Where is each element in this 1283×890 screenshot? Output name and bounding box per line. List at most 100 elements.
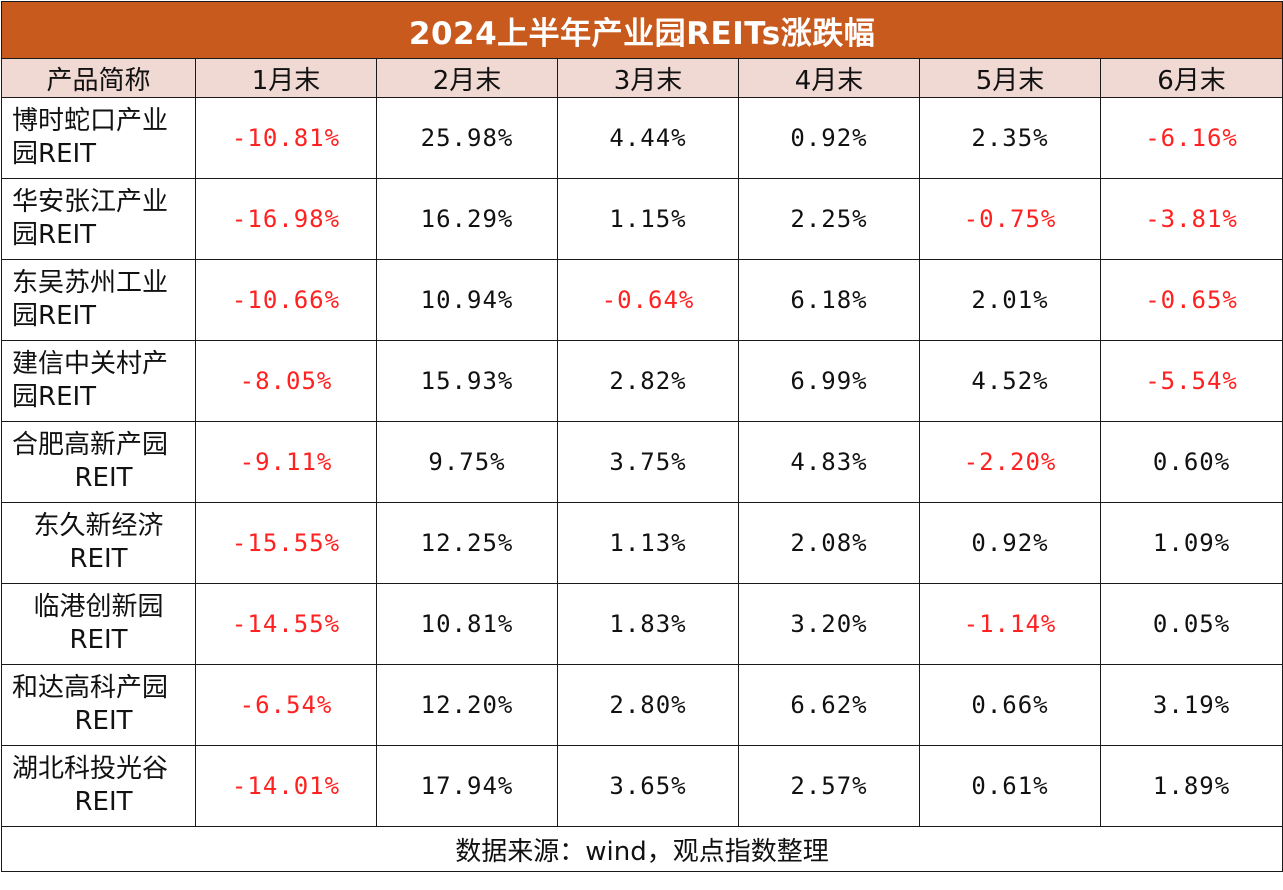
value-cell: -9.11% bbox=[195, 421, 377, 503]
product-name-cell: 东吴苏州工业 园REIT bbox=[1, 259, 196, 341]
product-name-line2: REIT bbox=[74, 706, 133, 736]
reits-performance-table: 2024上半年产业园REITs涨跌幅 产品简称 1月末 2月末 3月末 4月末 … bbox=[0, 1, 1283, 872]
value-cell: 6.18% bbox=[738, 259, 920, 341]
table-row: 合肥高新产园 REIT -9.11% 9.75% 3.75% 4.83% -2.20% 0.6… bbox=[1, 421, 1283, 503]
product-name-line2: REIT bbox=[69, 544, 128, 574]
value-cell: -14.55% bbox=[195, 583, 377, 665]
product-name-cell: 博时蛇口产业 园REIT bbox=[1, 97, 196, 179]
value-cell: -0.75% bbox=[919, 178, 1101, 260]
value-cell: 0.60% bbox=[1099, 421, 1283, 503]
value-cell: 15.93% bbox=[376, 340, 558, 422]
value-cell: 0.66% bbox=[919, 664, 1101, 746]
table-row: 湖北科投光谷 REIT -14.01% 17.94% 3.65% 2.57% 0.61% 1.… bbox=[1, 745, 1283, 827]
value-cell: 4.44% bbox=[557, 97, 739, 179]
table-row: 东久新经济 REIT -15.55% 12.25% 1.13% 2.08% 0.92% 1.0… bbox=[1, 502, 1283, 584]
product-name-cell: 和达高科产园 REIT bbox=[1, 664, 196, 746]
value-cell: -16.98% bbox=[195, 178, 377, 260]
header-cell-apr: 4月末 bbox=[738, 58, 920, 98]
value-cell: 2.01% bbox=[919, 259, 1101, 341]
value-cell: 2.08% bbox=[738, 502, 920, 584]
header-cell-may: 5月末 bbox=[919, 58, 1101, 98]
product-name-line1: 合肥高新产园 bbox=[12, 430, 169, 460]
value-cell: 17.94% bbox=[376, 745, 558, 827]
value-cell: 3.65% bbox=[557, 745, 739, 827]
value-cell: -10.81% bbox=[195, 97, 377, 179]
table-row: 和达高科产园 REIT -6.54% 12.20% 2.80% 6.62% 0.66% 3.1… bbox=[1, 664, 1283, 746]
table-row: 博时蛇口产业 园REIT -10.81% 25.98% 4.44% 0.92% 2.35% -… bbox=[1, 97, 1283, 179]
product-name-cell: 建信中关村产 园REIT bbox=[1, 340, 196, 422]
value-cell: 1.83% bbox=[557, 583, 739, 665]
value-cell: -14.01% bbox=[195, 745, 377, 827]
value-cell: -10.66% bbox=[195, 259, 377, 341]
product-name-line1: 华安张江产业 bbox=[12, 187, 169, 217]
value-cell: 10.94% bbox=[376, 259, 558, 341]
value-cell: 1.89% bbox=[1099, 745, 1283, 827]
value-cell: 2.35% bbox=[919, 97, 1101, 179]
value-cell: -2.20% bbox=[919, 421, 1101, 503]
table-row: 东吴苏州工业 园REIT -10.66% 10.94% -0.64% 6.18% 2.01%… bbox=[1, 259, 1283, 341]
value-cell: 10.81% bbox=[376, 583, 558, 665]
value-cell: 4.52% bbox=[919, 340, 1101, 422]
product-name-line1: 湖北科投光谷 bbox=[12, 754, 169, 784]
table-row: 临港创新园 REIT -14.55% 10.81% 1.83% 3.20% -1.14% 0.… bbox=[1, 583, 1283, 665]
value-cell: 12.20% bbox=[376, 664, 558, 746]
value-cell: 1.13% bbox=[557, 502, 739, 584]
product-name-cell: 合肥高新产园 REIT bbox=[1, 421, 196, 503]
product-name-line2: 园REIT bbox=[12, 301, 97, 331]
product-name-cell: 临港创新园 REIT bbox=[1, 583, 196, 665]
value-cell: 0.05% bbox=[1099, 583, 1283, 665]
source-note: 数据来源：wind，观点指数整理 bbox=[0, 826, 1283, 872]
table-title: 2024上半年产业园REITs涨跌幅 bbox=[0, 1, 1283, 59]
value-cell: -3.81% bbox=[1099, 178, 1283, 260]
product-name-cell: 华安张江产业 园REIT bbox=[1, 178, 196, 260]
value-cell: -5.54% bbox=[1099, 340, 1283, 422]
value-cell: 25.98% bbox=[376, 97, 558, 179]
product-name-line1: 建信中关村产 bbox=[12, 349, 169, 379]
value-cell: 0.92% bbox=[738, 97, 920, 179]
table-row: 建信中关村产 园REIT -8.05% 15.93% 2.82% 6.99% 4.52% -5… bbox=[1, 340, 1283, 422]
value-cell: 1.15% bbox=[557, 178, 739, 260]
header-cell-jan: 1月末 bbox=[195, 58, 377, 98]
product-name-line1: 东久新经济 bbox=[33, 511, 164, 541]
value-cell: -6.54% bbox=[195, 664, 377, 746]
value-cell: -0.64% bbox=[557, 259, 739, 341]
table-row: 华安张江产业 园REIT -16.98% 16.29% 1.15% 2.25% -0.75%… bbox=[1, 178, 1283, 260]
value-cell: 9.75% bbox=[376, 421, 558, 503]
value-cell: 12.25% bbox=[376, 502, 558, 584]
product-name-line2: REIT bbox=[74, 463, 133, 493]
header-cell-jun: 6月末 bbox=[1099, 58, 1283, 98]
product-name-line2: 园REIT bbox=[12, 139, 97, 169]
value-cell: 0.61% bbox=[919, 745, 1101, 827]
product-name-line2: 园REIT bbox=[12, 382, 97, 412]
product-name-line1: 博时蛇口产业 bbox=[12, 106, 169, 136]
product-name-cell: 湖北科投光谷 REIT bbox=[1, 745, 196, 827]
value-cell: 6.62% bbox=[738, 664, 920, 746]
product-name-line2: REIT bbox=[74, 787, 133, 817]
value-cell: -8.05% bbox=[195, 340, 377, 422]
value-cell: 3.19% bbox=[1099, 664, 1283, 746]
product-name-line2: 园REIT bbox=[12, 220, 97, 250]
value-cell: 2.80% bbox=[557, 664, 739, 746]
value-cell: 2.82% bbox=[557, 340, 739, 422]
value-cell: 6.99% bbox=[738, 340, 920, 422]
value-cell: 2.57% bbox=[738, 745, 920, 827]
value-cell: 4.83% bbox=[738, 421, 920, 503]
product-name-line1: 东吴苏州工业 bbox=[12, 268, 169, 298]
product-name-line1: 临港创新园 bbox=[33, 592, 164, 622]
product-name-line1: 和达高科产园 bbox=[12, 673, 169, 703]
header-cell-feb: 2月末 bbox=[376, 58, 558, 98]
value-cell: 3.20% bbox=[738, 583, 920, 665]
product-name-line2: REIT bbox=[69, 625, 128, 655]
value-cell: -1.14% bbox=[919, 583, 1101, 665]
value-cell: -6.16% bbox=[1099, 97, 1283, 179]
product-name-cell: 东久新经济 REIT bbox=[1, 502, 196, 584]
value-cell: 16.29% bbox=[376, 178, 558, 260]
value-cell: 1.09% bbox=[1099, 502, 1283, 584]
value-cell: -0.65% bbox=[1099, 259, 1283, 341]
header-cell-mar: 3月末 bbox=[557, 58, 739, 98]
value-cell: 3.75% bbox=[557, 421, 739, 503]
header-cell-name: 产品简称 bbox=[1, 58, 196, 98]
header-row: 产品简称 1月末 2月末 3月末 4月末 5月末 6月末 bbox=[1, 58, 1283, 98]
value-cell: -15.55% bbox=[195, 502, 377, 584]
